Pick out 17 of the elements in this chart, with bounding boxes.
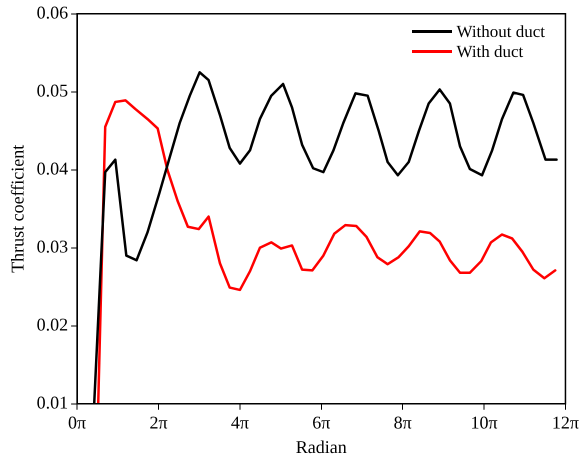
y-tick-label: 0.04	[36, 158, 68, 179]
x-tick-label: 6π	[312, 412, 330, 432]
x-tick-label: 8π	[394, 412, 412, 432]
x-tick-label: 0π	[68, 412, 86, 432]
x-tick-label: 4π	[230, 412, 249, 432]
x-tick-label: 10π	[470, 412, 498, 432]
y-tick-label: 0.02	[36, 314, 68, 335]
legend-label: Without duct	[456, 22, 546, 42]
y-tick-label: 0.03	[36, 236, 68, 257]
y-tick-label: 0.05	[36, 80, 68, 101]
y-tick-label: 0.06	[36, 2, 68, 23]
x-tick-label: 12π	[552, 412, 580, 432]
legend-label: With duct	[456, 42, 524, 62]
x-axis-title: Radian	[296, 436, 347, 457]
y-tick-label: 0.01	[36, 392, 68, 413]
y-axis-title: Thrust coefficient	[8, 144, 28, 273]
x-tick-label: 2π	[149, 412, 168, 432]
